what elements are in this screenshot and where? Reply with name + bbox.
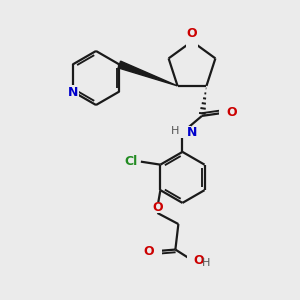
Text: O: O xyxy=(226,106,237,119)
Polygon shape xyxy=(118,61,178,86)
Text: H: H xyxy=(171,126,179,136)
Bar xyxy=(219,108,230,118)
Text: O: O xyxy=(143,244,154,258)
Text: O: O xyxy=(152,201,163,214)
Text: N: N xyxy=(187,126,197,139)
Text: Cl: Cl xyxy=(124,155,138,168)
Bar xyxy=(188,255,202,265)
Text: N: N xyxy=(68,86,78,100)
Bar xyxy=(150,246,162,256)
Text: H: H xyxy=(202,258,210,268)
Text: O: O xyxy=(194,254,204,267)
Bar xyxy=(173,126,191,138)
Text: O: O xyxy=(187,27,197,40)
Bar xyxy=(186,35,198,47)
Bar xyxy=(152,202,163,213)
Bar xyxy=(67,85,79,98)
